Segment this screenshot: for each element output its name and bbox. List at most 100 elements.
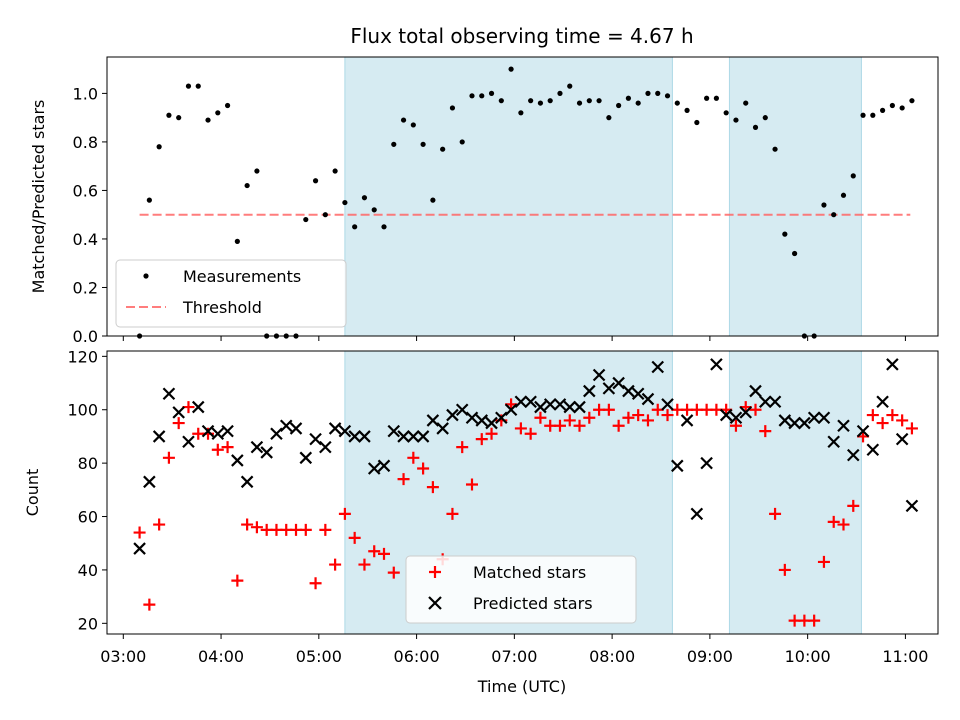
- measurement-point: [547, 98, 553, 104]
- matched-star-point: [231, 574, 244, 587]
- measurement-point: [899, 105, 905, 111]
- predicted-star-point: [700, 456, 713, 470]
- x-tick-label: 04:00: [198, 647, 244, 666]
- measurement-point: [596, 98, 602, 104]
- predicted-star-point: [485, 416, 498, 430]
- predicted-star-point: [749, 384, 762, 398]
- measurement-point: [430, 197, 436, 203]
- measurement-point: [625, 95, 632, 101]
- measurement-point: [440, 146, 446, 152]
- predicted-star-point: [495, 411, 508, 425]
- measurement-point: [850, 173, 856, 179]
- measurement-point: [254, 168, 260, 174]
- matched-star-point: [378, 547, 390, 560]
- predicted-star-point: [710, 358, 723, 371]
- x-tick-label: 11:00: [882, 647, 928, 666]
- measurement-point: [234, 238, 240, 244]
- bottom-legend-box: [405, 555, 637, 624]
- measurement-point: [332, 168, 338, 174]
- predicted-star-point: [377, 459, 391, 473]
- measurement-point: [195, 83, 201, 89]
- matched-star-point: [338, 507, 351, 520]
- legend-predicted-label: Predicted stars: [473, 594, 593, 613]
- measurement-point: [860, 112, 866, 118]
- legend-predicted-marker: [428, 596, 442, 610]
- predicted-star-point: [778, 414, 792, 427]
- measurement-point: [635, 100, 641, 106]
- matched-star-point: [808, 614, 821, 627]
- predicted-star-point: [886, 358, 899, 371]
- legend-matched-marker: [429, 566, 441, 578]
- predicted-star-point: [270, 427, 283, 441]
- legend-threshold-label: Threshold: [182, 298, 262, 317]
- predicted-star-point: [143, 475, 156, 489]
- matched-star-point: [534, 411, 547, 424]
- predicted-star-point: [231, 454, 244, 467]
- matched-star-point: [847, 499, 860, 512]
- measurement-point: [215, 110, 221, 116]
- predicted-star-point: [201, 424, 215, 438]
- measurement-point: [166, 112, 172, 118]
- matched-star-point: [143, 598, 156, 611]
- predicted-star-point: [768, 395, 782, 409]
- y-tick-label: 120: [67, 347, 98, 366]
- legend-measurements-marker: [143, 273, 149, 279]
- measurement-point: [909, 98, 915, 104]
- measurement-point: [655, 90, 661, 96]
- matched-star-point: [729, 419, 742, 432]
- predicted-star-point: [358, 430, 371, 443]
- measurement-point: [664, 93, 671, 99]
- predicted-star-point: [407, 430, 420, 443]
- chart-title: Flux total observing time = 4.67 h: [350, 24, 693, 48]
- matched-star-point: [172, 417, 185, 430]
- measurement-point: [449, 105, 456, 111]
- measurement-point: [508, 66, 514, 72]
- measurement-point: [518, 110, 524, 116]
- matched-star-point: [778, 563, 791, 576]
- predicted-star-point: [279, 419, 293, 433]
- measurement-point: [713, 95, 720, 101]
- measurement-point: [479, 93, 485, 99]
- predicted-star-point: [856, 424, 870, 438]
- predicted-star-point: [788, 416, 801, 430]
- matched-star-point: [329, 558, 342, 571]
- predicted-star-point: [671, 459, 684, 473]
- y-tick-label: 60: [78, 508, 98, 527]
- predicted-star-point: [866, 443, 880, 457]
- y-tick-label: 0.6: [73, 181, 98, 200]
- matched-star-point: [211, 443, 224, 456]
- legend-matched-label: Matched stars: [473, 563, 586, 582]
- top-legend-box: [115, 259, 347, 328]
- matched-star-point: [622, 411, 635, 424]
- predicted-star-point: [641, 392, 655, 406]
- predicted-star-point: [807, 411, 821, 425]
- predicted-star-point: [739, 406, 753, 419]
- measurement-point: [557, 90, 563, 96]
- matched-star-point: [876, 417, 889, 430]
- predicted-star-point: [592, 368, 606, 382]
- measurement-point: [185, 83, 192, 89]
- legend-measurements-label: Measurements: [183, 267, 301, 286]
- matched-star-point: [632, 409, 645, 422]
- measurement-point: [312, 178, 319, 184]
- measurement-point: [831, 212, 837, 218]
- y-tick-label: 80: [78, 454, 98, 473]
- x-tick-label: 08:00: [589, 647, 635, 666]
- predicted-star-point: [436, 422, 449, 435]
- predicted-star-point: [260, 446, 273, 459]
- matched-star-point: [309, 577, 322, 590]
- predicted-star-point: [846, 448, 860, 462]
- predicted-star-point: [426, 414, 440, 427]
- predicted-star-point: [338, 424, 352, 438]
- measurement-point: [381, 224, 387, 230]
- predicted-star-point: [319, 440, 332, 454]
- predicted-star-point: [661, 398, 674, 411]
- predicted-star-point: [221, 424, 234, 438]
- matched-star-point: [485, 427, 498, 440]
- measurement-point: [342, 199, 348, 206]
- predicted-star-point: [514, 395, 528, 409]
- matched-star-point: [827, 515, 840, 528]
- predicted-star-point: [397, 430, 410, 443]
- predicted-star-point: [309, 432, 322, 446]
- predicted-star-point: [895, 432, 909, 446]
